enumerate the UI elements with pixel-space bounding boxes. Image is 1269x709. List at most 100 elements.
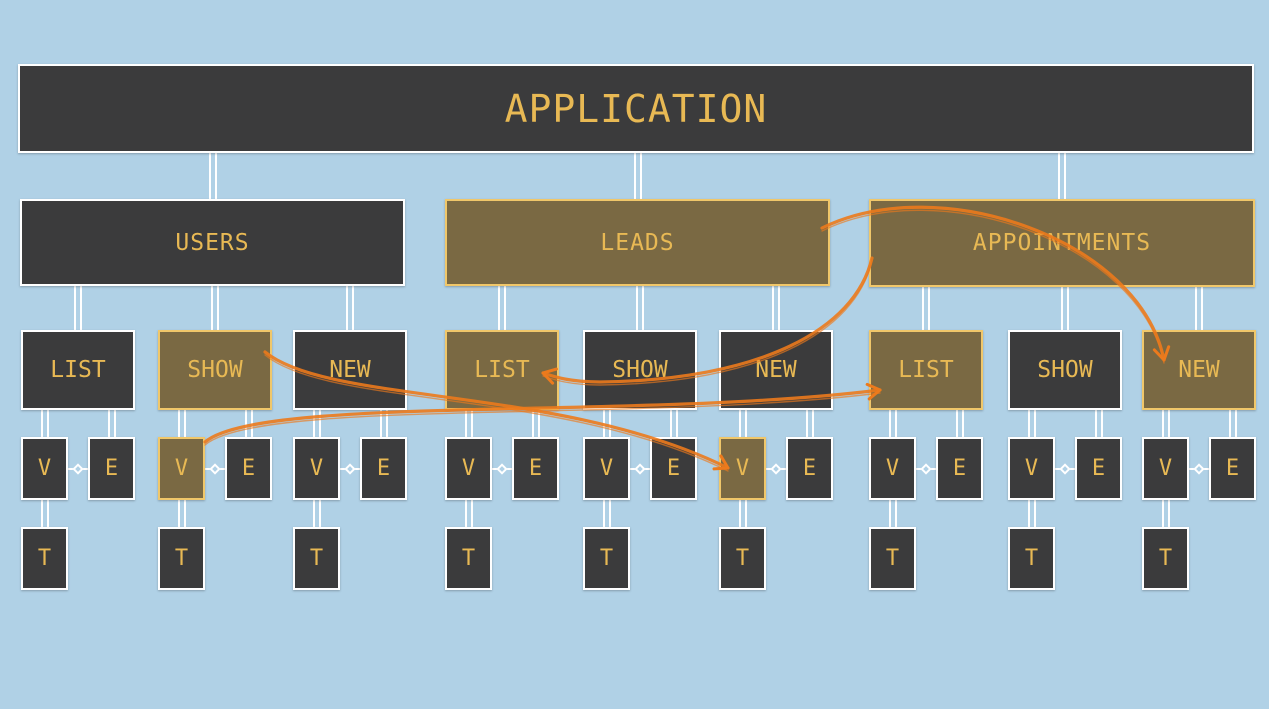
connector (464, 499, 473, 528)
leads-list-edit-node-label: E (528, 456, 543, 481)
leads-list-node: LIST (445, 330, 559, 410)
leads-new-view-node-label: V (735, 456, 750, 481)
leads-list-template-node: T (445, 527, 492, 590)
leads-list-view-node-label: V (461, 456, 476, 481)
users-new-node-label: NEW (329, 357, 371, 383)
connector (888, 409, 897, 438)
users-new-edit-node-label: E (376, 456, 391, 481)
appointments-list-template-node-label: T (885, 546, 900, 571)
connector-joint (344, 462, 356, 475)
leads-new-view-node: V (719, 437, 766, 500)
connector (211, 285, 219, 331)
appointments-list-node: LIST (869, 330, 983, 410)
users-node-label: USERS (175, 229, 250, 256)
users-show-edit-node: E (225, 437, 272, 500)
appointments-new-template-node: T (1142, 527, 1189, 590)
appointments-new-view-node: V (1142, 437, 1189, 500)
appointments-list-edit-node-label: E (952, 456, 967, 481)
appointments-show-edit-node-label: E (1091, 456, 1106, 481)
users-list-template-node-label: T (37, 546, 52, 571)
connector (107, 409, 116, 438)
appointments-show-node-label: SHOW (1037, 357, 1093, 383)
connector (208, 152, 217, 200)
users-new-view-node: V (293, 437, 340, 500)
appointments-show-edit-node: E (1075, 437, 1122, 500)
appointments-list-node-label: LIST (898, 357, 954, 383)
appointments-new-template-node-label: T (1158, 546, 1173, 571)
connector (464, 409, 473, 438)
connector (498, 285, 506, 331)
connector (955, 409, 964, 438)
connector (1027, 499, 1036, 528)
connector-joint (72, 462, 84, 475)
connector (1061, 286, 1069, 331)
leads-new-node-label: NEW (755, 357, 797, 383)
users-new-template-node: T (293, 527, 340, 590)
leads-show-edit-node: E (650, 437, 697, 500)
connector (1195, 286, 1203, 331)
leads-new-edit-node-label: E (802, 456, 817, 481)
connector (244, 409, 253, 438)
connector (636, 285, 644, 331)
connector (379, 409, 388, 438)
appointments-new-node: NEW (1142, 330, 1256, 410)
connector (177, 499, 186, 528)
leads-node-label: LEADS (600, 229, 675, 256)
connector (669, 409, 678, 438)
users-node: USERS (20, 199, 405, 286)
leads-node: LEADS (445, 199, 830, 286)
connector (346, 285, 354, 331)
users-show-node: SHOW (158, 330, 272, 410)
leads-new-edit-node: E (786, 437, 833, 500)
users-list-view-node-label: V (37, 456, 52, 481)
leads-list-view-node: V (445, 437, 492, 500)
connector (312, 499, 321, 528)
connector (1161, 499, 1170, 528)
appointments-show-view-node: V (1008, 437, 1055, 500)
appointments-list-view-node-label: V (885, 456, 900, 481)
appointments-show-template-node: T (1008, 527, 1055, 590)
connector-joint (1193, 462, 1205, 475)
appointments-node: APPOINTMENTS (869, 199, 1255, 287)
connector-joint (634, 462, 646, 475)
connector-joint (920, 462, 932, 475)
appointments-list-template-node: T (869, 527, 916, 590)
appointments-show-template-node-label: T (1024, 546, 1039, 571)
users-new-node: NEW (293, 330, 407, 410)
connector (531, 409, 540, 438)
appointments-node-label: APPOINTMENTS (972, 230, 1152, 256)
users-show-template-node-label: T (174, 546, 189, 571)
users-list-node: LIST (21, 330, 135, 410)
connector (772, 285, 780, 331)
connector-joint (496, 462, 508, 475)
leads-show-template-node: T (583, 527, 630, 590)
leads-show-node: SHOW (583, 330, 697, 410)
connector (1094, 409, 1103, 438)
connector (805, 409, 814, 438)
leads-list-edit-node: E (512, 437, 559, 500)
appointments-new-edit-node-label: E (1225, 456, 1240, 481)
leads-new-node: NEW (719, 330, 833, 410)
connector (922, 286, 930, 331)
connector-joint (1059, 462, 1071, 475)
connector (312, 409, 321, 438)
connector (633, 152, 642, 200)
connector (738, 499, 747, 528)
application-node: APPLICATION (18, 64, 1254, 153)
users-new-edit-node: E (360, 437, 407, 500)
leads-show-template-node-label: T (599, 546, 614, 571)
connector (888, 499, 897, 528)
users-list-template-node: T (21, 527, 68, 590)
appointments-show-view-node-label: V (1024, 456, 1039, 481)
users-show-node-label: SHOW (187, 357, 243, 383)
appointments-new-edit-node: E (1209, 437, 1256, 500)
appointments-list-edit-node: E (936, 437, 983, 500)
leads-list-node-label: LIST (474, 357, 530, 383)
users-show-view-node: V (158, 437, 205, 500)
leads-show-view-node-label: V (599, 456, 614, 481)
connector (602, 409, 611, 438)
users-list-node-label: LIST (50, 357, 106, 383)
users-list-edit-node-label: E (104, 456, 119, 481)
connector (74, 285, 82, 331)
